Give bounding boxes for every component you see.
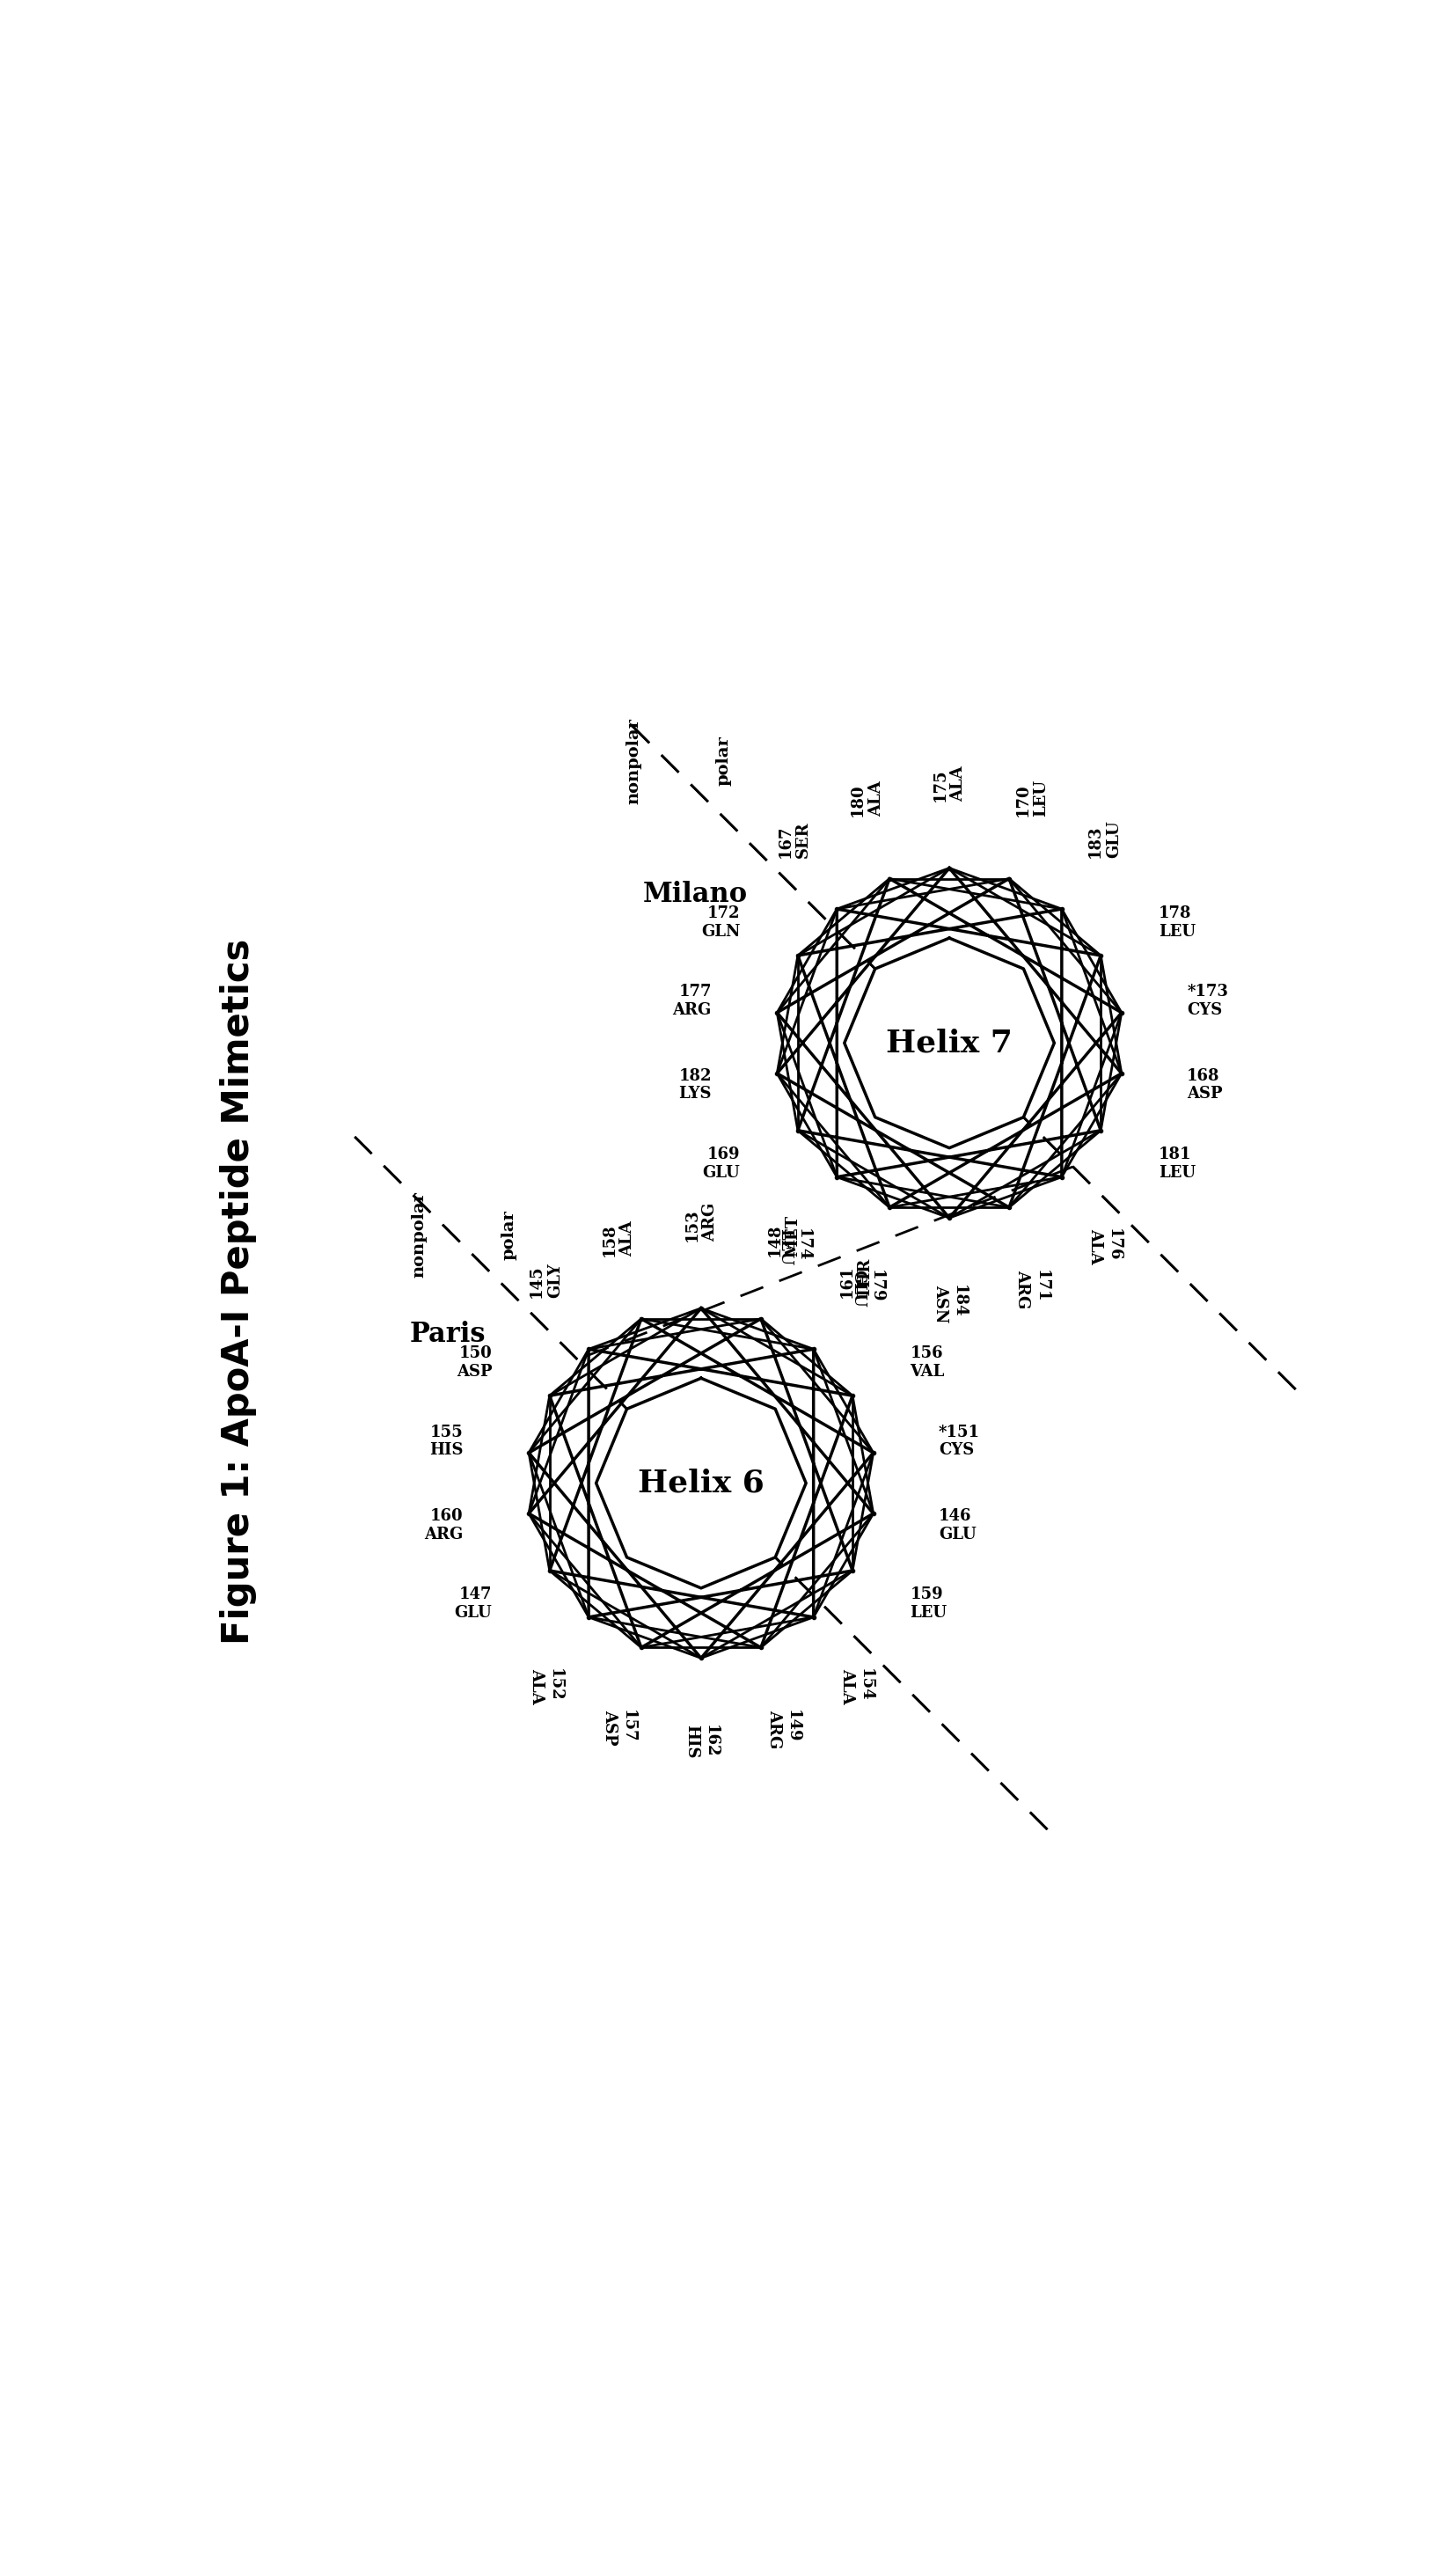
- Text: 147
GLU: 147 GLU: [454, 1588, 492, 1621]
- Text: 161
THR: 161 THR: [839, 1258, 874, 1299]
- Text: 174
LEU: 174 LEU: [778, 1227, 811, 1266]
- Text: 177
ARG: 177 ARG: [673, 984, 712, 1018]
- Text: Helix 7: Helix 7: [887, 1028, 1012, 1059]
- Text: 183
GLU: 183 GLU: [1088, 821, 1121, 859]
- Text: 171
ARG: 171 ARG: [1015, 1271, 1048, 1309]
- Text: 169
GLU: 169 GLU: [703, 1146, 740, 1181]
- Text: 159
LEU: 159 LEU: [910, 1588, 948, 1621]
- Text: 180
ALA: 180 ALA: [850, 780, 884, 816]
- Text: 175
ALA: 175 ALA: [932, 765, 967, 800]
- Text: 181
LEU: 181 LEU: [1159, 1146, 1195, 1181]
- Text: 148
MET: 148 MET: [766, 1215, 801, 1255]
- Text: 160
ARG: 160 ARG: [425, 1509, 463, 1542]
- Text: Helix 6: Helix 6: [638, 1468, 764, 1498]
- Text: 154
ALA: 154 ALA: [839, 1667, 874, 1703]
- Text: 172
GLN: 172 GLN: [702, 905, 740, 938]
- Text: 156
VAL: 156 VAL: [910, 1345, 945, 1381]
- Text: 170
LEU: 170 LEU: [1015, 780, 1048, 816]
- Circle shape: [601, 1383, 801, 1583]
- Text: 146
GLU: 146 GLU: [939, 1509, 977, 1542]
- Text: 162
HIS: 162 HIS: [684, 1723, 718, 1759]
- Text: 145
GLY: 145 GLY: [529, 1263, 563, 1299]
- Text: polar: polar: [716, 736, 731, 785]
- Text: nonpolar: nonpolar: [626, 719, 641, 803]
- Text: 167
SER: 167 SER: [778, 821, 811, 859]
- Text: 168
ASP: 168 ASP: [1187, 1069, 1223, 1102]
- Text: 176
ALA: 176 ALA: [1088, 1227, 1121, 1263]
- Text: 182
LYS: 182 LYS: [678, 1069, 712, 1102]
- Text: 153
ARG: 153 ARG: [684, 1202, 718, 1243]
- Text: polar: polar: [501, 1209, 517, 1261]
- Polygon shape: [844, 938, 1054, 1148]
- Text: 157
ASP: 157 ASP: [601, 1711, 636, 1746]
- Circle shape: [850, 944, 1048, 1143]
- Text: 150
ASP: 150 ASP: [456, 1345, 492, 1381]
- Text: 155
HIS: 155 HIS: [430, 1424, 463, 1457]
- Text: Figure 1: ApoA-I Peptide Mimetics: Figure 1: ApoA-I Peptide Mimetics: [220, 938, 256, 1644]
- Text: Milano: Milano: [644, 880, 748, 908]
- Text: 149
ARG: 149 ARG: [766, 1711, 801, 1749]
- Text: *151
CYS: *151 CYS: [939, 1424, 980, 1457]
- Text: Paris: Paris: [409, 1322, 485, 1348]
- Text: nonpolar: nonpolar: [411, 1192, 427, 1278]
- Text: 184
ASN: 184 ASN: [932, 1284, 967, 1322]
- Text: 179
GLU: 179 GLU: [850, 1271, 884, 1307]
- Text: 178
LEU: 178 LEU: [1159, 905, 1195, 938]
- Text: 158
ALA: 158 ALA: [601, 1220, 636, 1255]
- Text: 152
ALA: 152 ALA: [529, 1667, 563, 1703]
- Text: *173
CYS: *173 CYS: [1187, 984, 1229, 1018]
- Polygon shape: [596, 1378, 807, 1588]
